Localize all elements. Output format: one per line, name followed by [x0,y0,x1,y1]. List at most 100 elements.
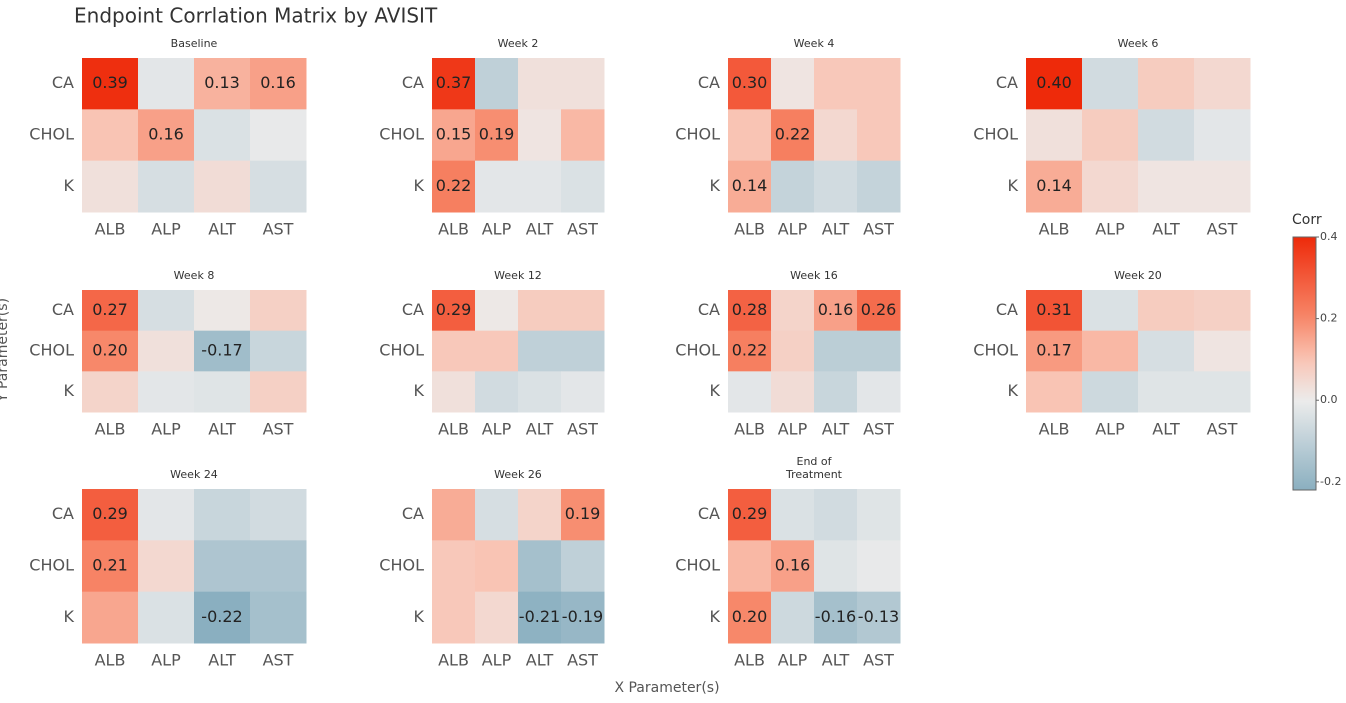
x-tick-label: ALB [438,420,469,439]
heatmap-cell [728,160,772,213]
x-tick-label: ALP [151,420,181,439]
heatmap-cell [1026,371,1083,413]
facet-title: Week 16 [790,269,838,282]
heatmap-cell [432,540,476,593]
heatmap-cell [250,109,307,162]
heatmap-cell [250,489,307,541]
cell-label: 0.29 [436,300,472,319]
heatmap-cell [561,330,605,372]
heatmap-cell [728,58,772,110]
heatmap-cell [1138,330,1195,372]
heatmap-cell [82,58,139,110]
heatmap-cell [728,109,772,162]
y-tick-label: K [710,381,721,400]
cell-label: 0.40 [1036,73,1072,92]
x-tick-label: ALB [95,420,126,439]
x-axis-label: X Parameter(s) [614,680,719,696]
heatmap-cell [138,371,195,413]
heatmap-cell [138,330,195,372]
heatmap-cell [194,109,251,162]
heatmap-cell [138,109,195,162]
heatmap-cell [1026,160,1083,213]
heatmap-cell [518,290,562,332]
y-tick-label: CHOL [675,341,720,360]
x-tick-label: ALP [778,220,808,239]
y-tick-label: CA [698,504,720,523]
heatmap-cell [771,290,815,332]
heatmap-cell [518,160,562,213]
cell-label: -0.17 [201,341,242,360]
x-tick-label: ALP [482,420,512,439]
cell-label: 0.22 [775,125,811,144]
heatmap-cell [432,330,476,372]
y-tick-label: K [414,607,425,626]
heatmap-cell [250,371,307,413]
x-tick-label: ALP [482,651,512,670]
cell-label: 0.29 [732,504,768,523]
heatmap-cell [1194,109,1251,162]
heatmap-cell [82,290,139,332]
x-tick-label: ALB [95,651,126,670]
chart-title: Endpoint Corrlation Matrix by AVISIT [74,4,438,28]
heatmap-cell [814,290,858,332]
heatmap-cell [475,109,519,162]
cell-label: 0.16 [148,125,184,144]
x-tick-label: AST [263,420,294,439]
x-tick-label: ALT [526,651,554,670]
heatmap-cell [771,330,815,372]
cell-label: -0.13 [858,607,899,626]
heatmap-cell [1138,58,1195,110]
heatmap-cell [561,489,605,541]
heatmap-cell [561,371,605,413]
cell-label: 0.22 [732,341,768,360]
x-tick-label: AST [567,651,598,670]
heatmap-cell [1194,160,1251,213]
colorbar [1292,236,1317,491]
heatmap-cell [138,591,195,644]
heatmap-cell [1138,290,1195,332]
x-tick-label: ALB [734,651,765,670]
heatmap-cell [518,591,562,644]
x-tick-label: ALT [526,220,554,239]
heatmap-cell [138,489,195,541]
x-tick-label: ALB [438,220,469,239]
x-tick-label: AST [567,220,598,239]
heatmap-cell [857,160,901,213]
facet-title: Week 2 [497,37,539,50]
x-tick-label: ALP [1095,220,1125,239]
facet-title: Week 26 [494,468,542,481]
heatmap-cell [82,489,139,541]
colorbar-title: Corr [1292,212,1322,228]
x-tick-label: ALT [1152,420,1180,439]
cell-label: 0.22 [436,176,472,195]
heatmap-cell [475,330,519,372]
heatmap-cell [194,489,251,541]
heatmap-cell [1194,58,1251,110]
x-tick-label: AST [567,420,598,439]
cell-label: 0.29 [92,504,128,523]
x-tick-label: ALB [734,420,765,439]
heatmap-cell [1026,58,1083,110]
heatmap-cell [561,109,605,162]
heatmap-cell [771,591,815,644]
heatmap-cell [814,330,858,372]
heatmap-cell [432,160,476,213]
heatmap-cell [814,540,858,593]
x-tick-label: AST [863,420,894,439]
cell-label: 0.21 [92,556,128,575]
heatmap-cell [561,160,605,213]
heatmap-cell [1138,109,1195,162]
y-tick-label: CA [402,300,424,319]
y-tick-label: K [414,176,425,195]
cell-label: 0.20 [92,341,128,360]
x-tick-label: ALT [526,420,554,439]
heatmap-cell [561,591,605,644]
heatmap-cell [518,489,562,541]
heatmap-cell [432,290,476,332]
heatmap-cell [138,58,195,110]
heatmap-cell [1026,290,1083,332]
heatmap-cell [194,540,251,593]
heatmap-cell [475,540,519,593]
x-tick-label: AST [1207,420,1238,439]
